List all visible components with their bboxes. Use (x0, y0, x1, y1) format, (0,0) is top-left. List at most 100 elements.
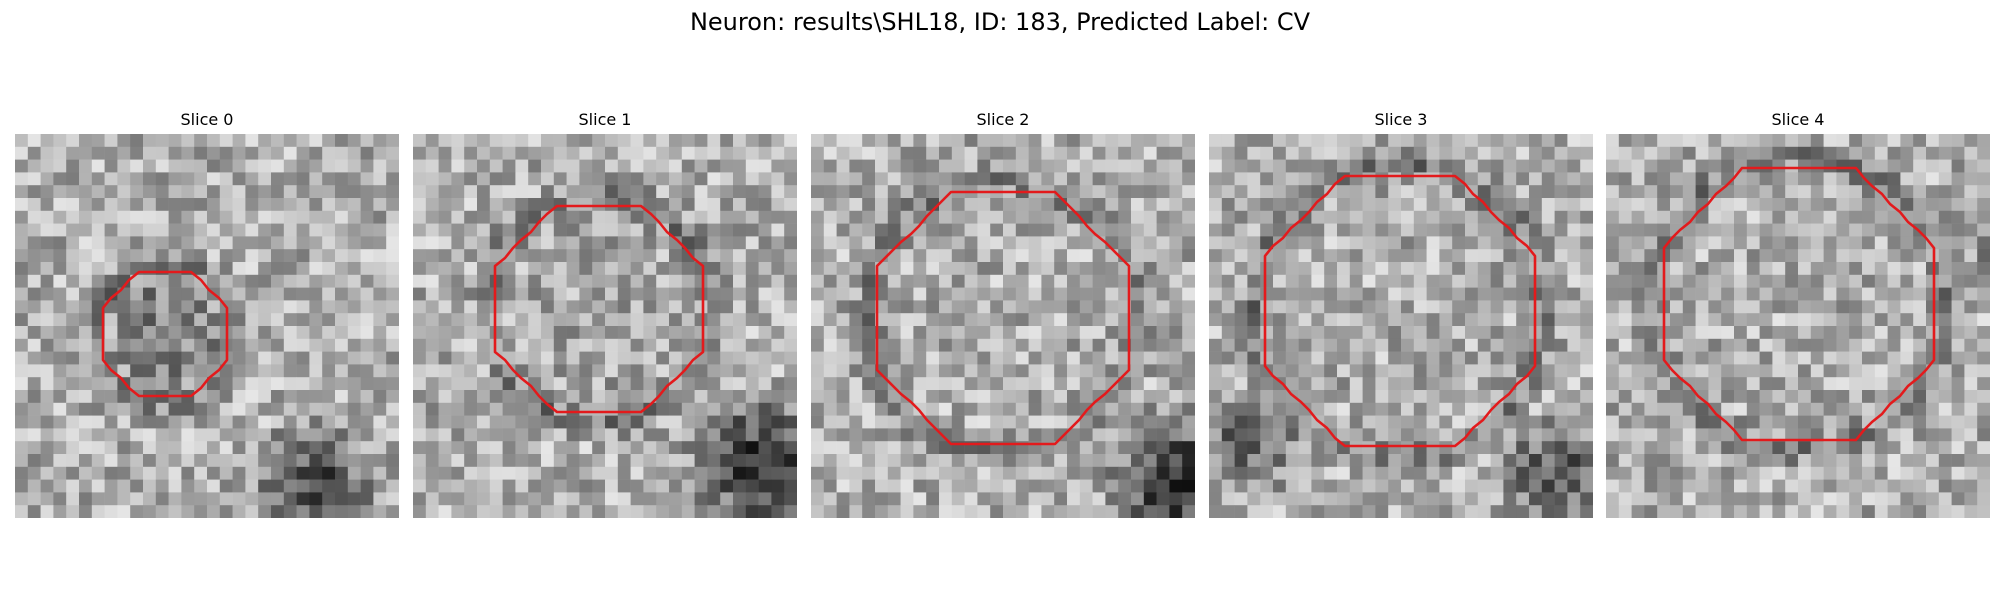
image-pixel (1823, 134, 1837, 148)
image-pixel (592, 249, 606, 263)
image-pixel (1606, 287, 1620, 301)
image-pixel (1311, 505, 1325, 518)
image-pixel (1375, 287, 1389, 301)
image-pixel (1015, 492, 1029, 506)
image-pixel (219, 159, 233, 173)
image-pixel (1567, 159, 1581, 173)
image-pixel (515, 198, 529, 212)
image-pixel (1721, 159, 1735, 173)
image-pixel (1541, 415, 1555, 429)
image-pixel (1913, 159, 1927, 173)
image-pixel (1644, 300, 1658, 314)
image-pixel (386, 313, 399, 327)
image-pixel (784, 287, 797, 301)
image-pixel (1580, 236, 1593, 250)
image-pixel (1182, 415, 1195, 429)
image-pixel (643, 479, 657, 493)
image-pixel (386, 210, 399, 224)
image-pixel (1234, 262, 1248, 276)
image-pixel (1810, 441, 1824, 455)
image-pixel (1324, 454, 1338, 468)
image-pixel (913, 262, 927, 276)
image-pixel (502, 466, 516, 480)
image-pixel (1273, 390, 1287, 404)
image-pixel (1798, 338, 1812, 352)
image-pixel (168, 313, 182, 327)
image-pixel (168, 441, 182, 455)
image-pixel (707, 428, 721, 442)
image-pixel (464, 313, 478, 327)
image-pixel (79, 300, 93, 314)
image-pixel (1900, 479, 1914, 493)
image-pixel (811, 185, 825, 199)
image-pixel (1708, 326, 1722, 340)
image-pixel (1670, 300, 1684, 314)
image-pixel (1311, 210, 1325, 224)
image-pixel (283, 262, 297, 276)
image-pixel (53, 402, 67, 416)
image-pixel (464, 249, 478, 263)
image-pixel (168, 326, 182, 340)
image-pixel (451, 377, 465, 391)
image-pixel (1810, 274, 1824, 288)
image-pixel (1131, 313, 1145, 327)
image-pixel (27, 262, 41, 276)
image-pixel (669, 262, 683, 276)
image-pixel (1401, 492, 1415, 506)
image-pixel (926, 402, 940, 416)
image-pixel (1247, 377, 1261, 391)
image-pixel (40, 390, 54, 404)
image-pixel (477, 441, 491, 455)
image-pixel (1926, 223, 1940, 237)
image-pixel (1337, 351, 1351, 365)
image-pixel (1273, 210, 1287, 224)
image-pixel (360, 377, 374, 391)
image-pixel (990, 313, 1004, 327)
image-pixel (502, 185, 516, 199)
image-pixel (811, 428, 825, 442)
image-pixel (1143, 146, 1157, 160)
image-pixel (464, 185, 478, 199)
image-pixel (1618, 313, 1632, 327)
image-pixel (347, 274, 361, 288)
image-pixel (464, 351, 478, 365)
image-pixel (1913, 326, 1927, 340)
image-pixel (413, 134, 427, 148)
image-pixel (1028, 479, 1042, 493)
image-pixel (1247, 274, 1261, 288)
image-pixel (309, 479, 323, 493)
image-pixel (566, 415, 580, 429)
image-pixel (862, 492, 876, 506)
image-pixel (104, 428, 118, 442)
image-pixel (913, 351, 927, 365)
image-pixel (1092, 377, 1106, 391)
image-pixel (1041, 492, 1055, 506)
image-pixel (1618, 210, 1632, 224)
image-pixel (283, 287, 297, 301)
image-pixel (771, 377, 785, 391)
image-pixel (1772, 146, 1786, 160)
image-pixel (1105, 262, 1119, 276)
image-pixel (91, 338, 105, 352)
image-pixel (1657, 466, 1671, 480)
image-pixel (130, 185, 144, 199)
image-pixel (1567, 146, 1581, 160)
image-pixel (643, 351, 657, 365)
image-pixel (579, 351, 593, 365)
image-pixel (451, 262, 465, 276)
image-pixel (1247, 441, 1261, 455)
image-pixel (1477, 390, 1491, 404)
image-pixel (887, 262, 901, 276)
image-pixel (733, 364, 747, 378)
image-pixel (771, 198, 785, 212)
image-pixel (1874, 274, 1888, 288)
image-pixel (758, 441, 772, 455)
image-pixel (1759, 441, 1773, 455)
image-pixel (811, 338, 825, 352)
image-pixel (1695, 210, 1709, 224)
image-pixel (553, 466, 567, 480)
image-pixel (528, 172, 542, 186)
image-pixel (1644, 479, 1658, 493)
image-pixel (849, 172, 863, 186)
image-pixel (1913, 249, 1927, 263)
